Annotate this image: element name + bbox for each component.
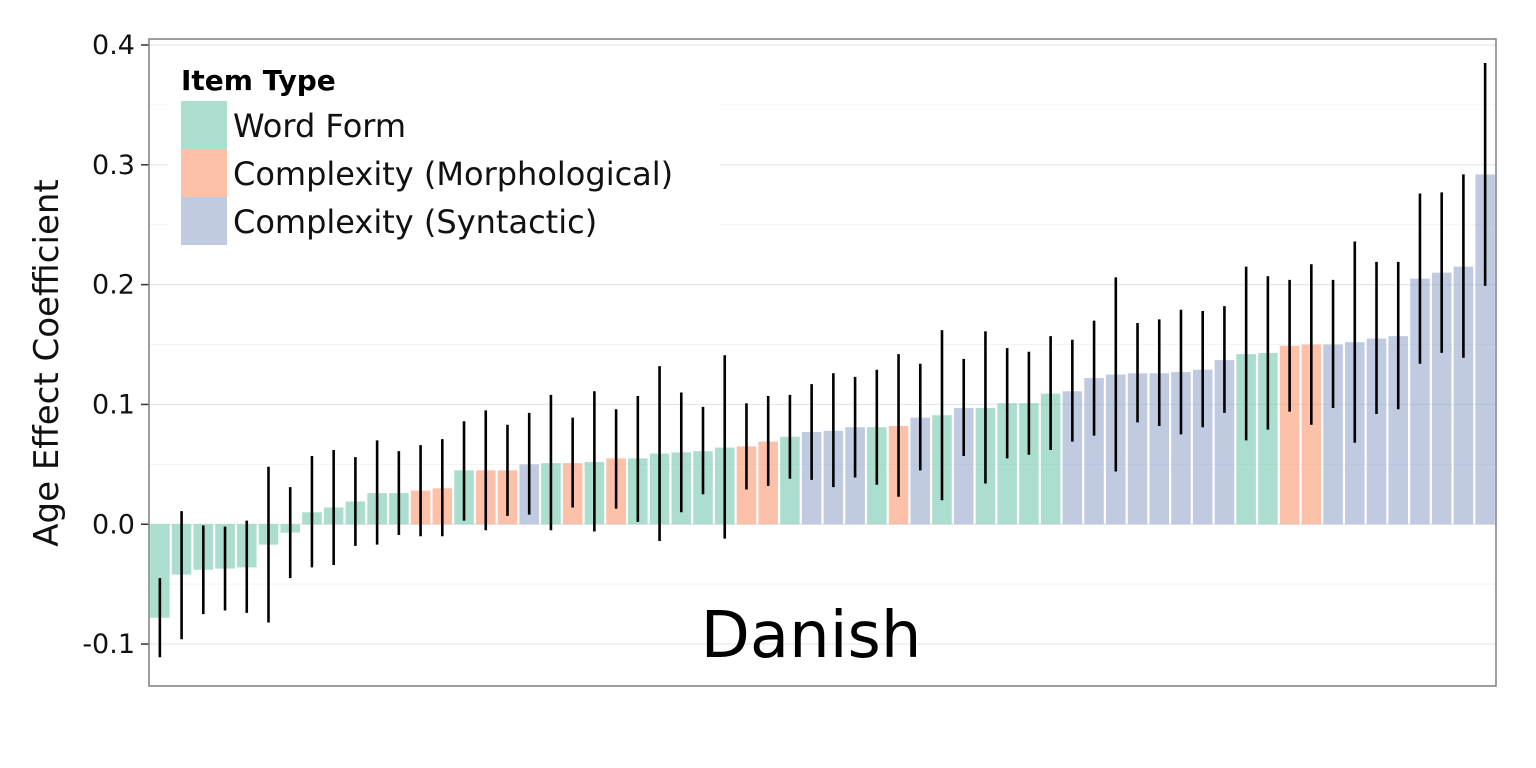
bar [1301, 344, 1322, 525]
legend-title: Item Type [181, 64, 336, 97]
legend-key-syntactic [181, 197, 227, 245]
legend-label-morphological: Complexity (Morphological) [233, 155, 673, 193]
legend-label-syntactic: Complexity (Syntactic) [233, 203, 597, 241]
bar [997, 403, 1017, 525]
bar [1214, 360, 1235, 525]
bar [1323, 344, 1343, 525]
bar [1084, 378, 1104, 525]
bar [1475, 174, 1495, 525]
bar [1431, 272, 1452, 525]
bar [1388, 336, 1409, 525]
bar [953, 408, 974, 525]
bar [150, 524, 170, 618]
bar [1171, 372, 1191, 525]
bar [1062, 391, 1083, 525]
y-tick-label: -0.1 [82, 629, 135, 660]
bar [1192, 369, 1213, 525]
legend: Item Type Word Form Complexity (Morpholo… [168, 52, 720, 252]
bar [910, 417, 931, 525]
y-tick-label: 0.4 [92, 30, 135, 61]
y-tick-label: 0.3 [92, 150, 135, 181]
bar [1019, 403, 1039, 525]
legend-background [168, 52, 720, 252]
bar [1453, 266, 1474, 525]
bar [1410, 278, 1430, 525]
bar [1149, 373, 1170, 525]
panel-label: Danish [701, 599, 922, 673]
legend-key-word-form [181, 101, 227, 149]
y-axis: -0.1 0.0 0.1 0.2 0.3 0.4 [82, 30, 149, 660]
bar [1040, 393, 1061, 525]
error-bars-group [158, 62, 1487, 658]
y-tick-label: 0.1 [92, 389, 135, 420]
y-axis-title: Age Effect Coefficient [27, 179, 67, 547]
y-tick-label: 0.0 [92, 509, 135, 540]
panel-border [148, 38, 1497, 687]
bar [1279, 345, 1300, 525]
legend-key-morphological [181, 149, 227, 197]
bar [1366, 338, 1387, 525]
bar [780, 436, 800, 525]
bar [1258, 352, 1278, 525]
legend-label-word-form: Word Form [233, 107, 406, 145]
y-tick-label: 0.2 [92, 270, 135, 301]
bar [1127, 373, 1148, 525]
